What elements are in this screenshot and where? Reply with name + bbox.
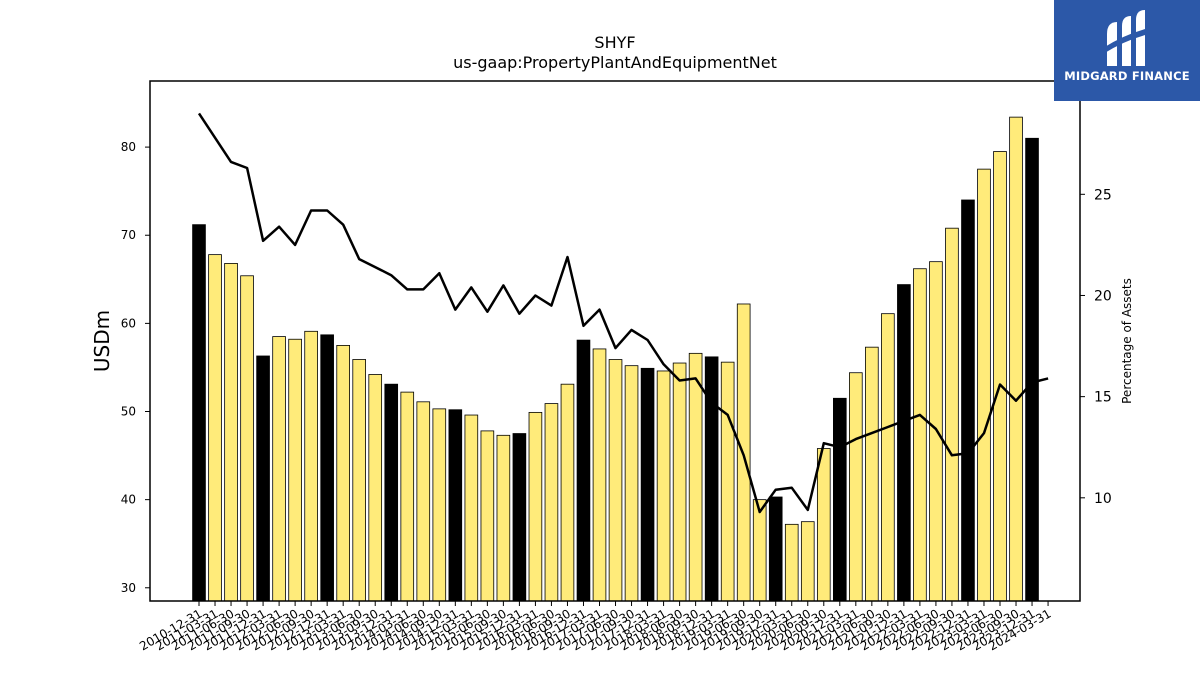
bar xyxy=(592,348,607,602)
bar xyxy=(816,448,831,602)
logo-text: MIDGARD FINANCE xyxy=(1064,69,1190,83)
bar xyxy=(256,355,270,602)
y2-tick-label: 10 xyxy=(1094,491,1112,507)
bar xyxy=(849,372,863,602)
y-tick-label: 40 xyxy=(121,493,136,507)
bar xyxy=(833,397,847,602)
bar-series xyxy=(192,116,1039,602)
bar xyxy=(768,496,783,602)
bar xyxy=(752,499,767,602)
y2-axis-ticks: 10 15 20 25 xyxy=(1080,187,1112,507)
bar xyxy=(384,383,399,602)
bar xyxy=(512,433,527,602)
bar xyxy=(320,334,334,602)
bar xyxy=(464,414,479,602)
bar xyxy=(961,199,975,602)
bar xyxy=(672,362,687,602)
bar xyxy=(368,374,383,602)
y2-tick-label: 20 xyxy=(1094,288,1112,304)
y2-axis-label: Percentage of Assets xyxy=(1120,278,1134,404)
y-tick-label: 80 xyxy=(121,140,136,154)
bar xyxy=(800,521,815,602)
bar xyxy=(1025,137,1039,602)
bar xyxy=(784,523,799,602)
bar xyxy=(528,411,543,602)
bar xyxy=(913,268,927,602)
bar xyxy=(720,361,735,602)
y-tick-label: 30 xyxy=(121,581,136,595)
y-tick-label: 50 xyxy=(121,405,136,419)
bar xyxy=(977,168,991,602)
bar xyxy=(640,367,655,602)
bar xyxy=(688,352,703,602)
bar xyxy=(352,359,366,602)
bar xyxy=(192,224,206,602)
bar xyxy=(865,346,879,602)
bar xyxy=(416,401,431,602)
bar xyxy=(897,284,911,602)
bar xyxy=(400,391,415,602)
y-axis-ticks: 30 40 50 60 70 80 xyxy=(121,140,150,595)
bar xyxy=(480,430,495,602)
bar xyxy=(656,370,671,602)
bar xyxy=(608,359,623,602)
bar xyxy=(208,254,222,602)
bar xyxy=(993,151,1007,602)
y2-tick-label: 25 xyxy=(1094,187,1112,203)
bar xyxy=(448,409,463,602)
percentage-line xyxy=(197,112,1049,514)
bar xyxy=(432,408,447,602)
bar xyxy=(881,313,895,602)
bar xyxy=(704,356,719,602)
x-axis-ticks: 2010-12-312011-03-312011-06-302011-09-30… xyxy=(137,601,1054,653)
bar xyxy=(272,336,286,602)
bar xyxy=(624,365,639,602)
y-axis-label: USDm xyxy=(90,310,114,372)
bar xyxy=(576,339,591,602)
bar xyxy=(496,434,511,602)
y-tick-label: 60 xyxy=(121,316,136,330)
bar xyxy=(240,275,254,602)
bar xyxy=(288,338,302,602)
midgard-logo-icon xyxy=(1103,10,1149,66)
logo: MIDGARD FINANCE xyxy=(1054,0,1200,101)
plot-frame xyxy=(149,80,1081,602)
bar xyxy=(1009,116,1023,602)
y2-tick-label: 15 xyxy=(1094,390,1112,406)
bar xyxy=(544,403,559,602)
bar xyxy=(560,383,575,602)
bar xyxy=(945,227,959,602)
bar xyxy=(336,345,350,602)
y-tick-label: 70 xyxy=(121,228,136,242)
chart-title: SHYF xyxy=(594,33,635,52)
chart-subtitle: us-gaap:PropertyPlantAndEquipmentNet xyxy=(453,53,777,72)
bar xyxy=(224,263,238,602)
bar xyxy=(304,330,318,602)
